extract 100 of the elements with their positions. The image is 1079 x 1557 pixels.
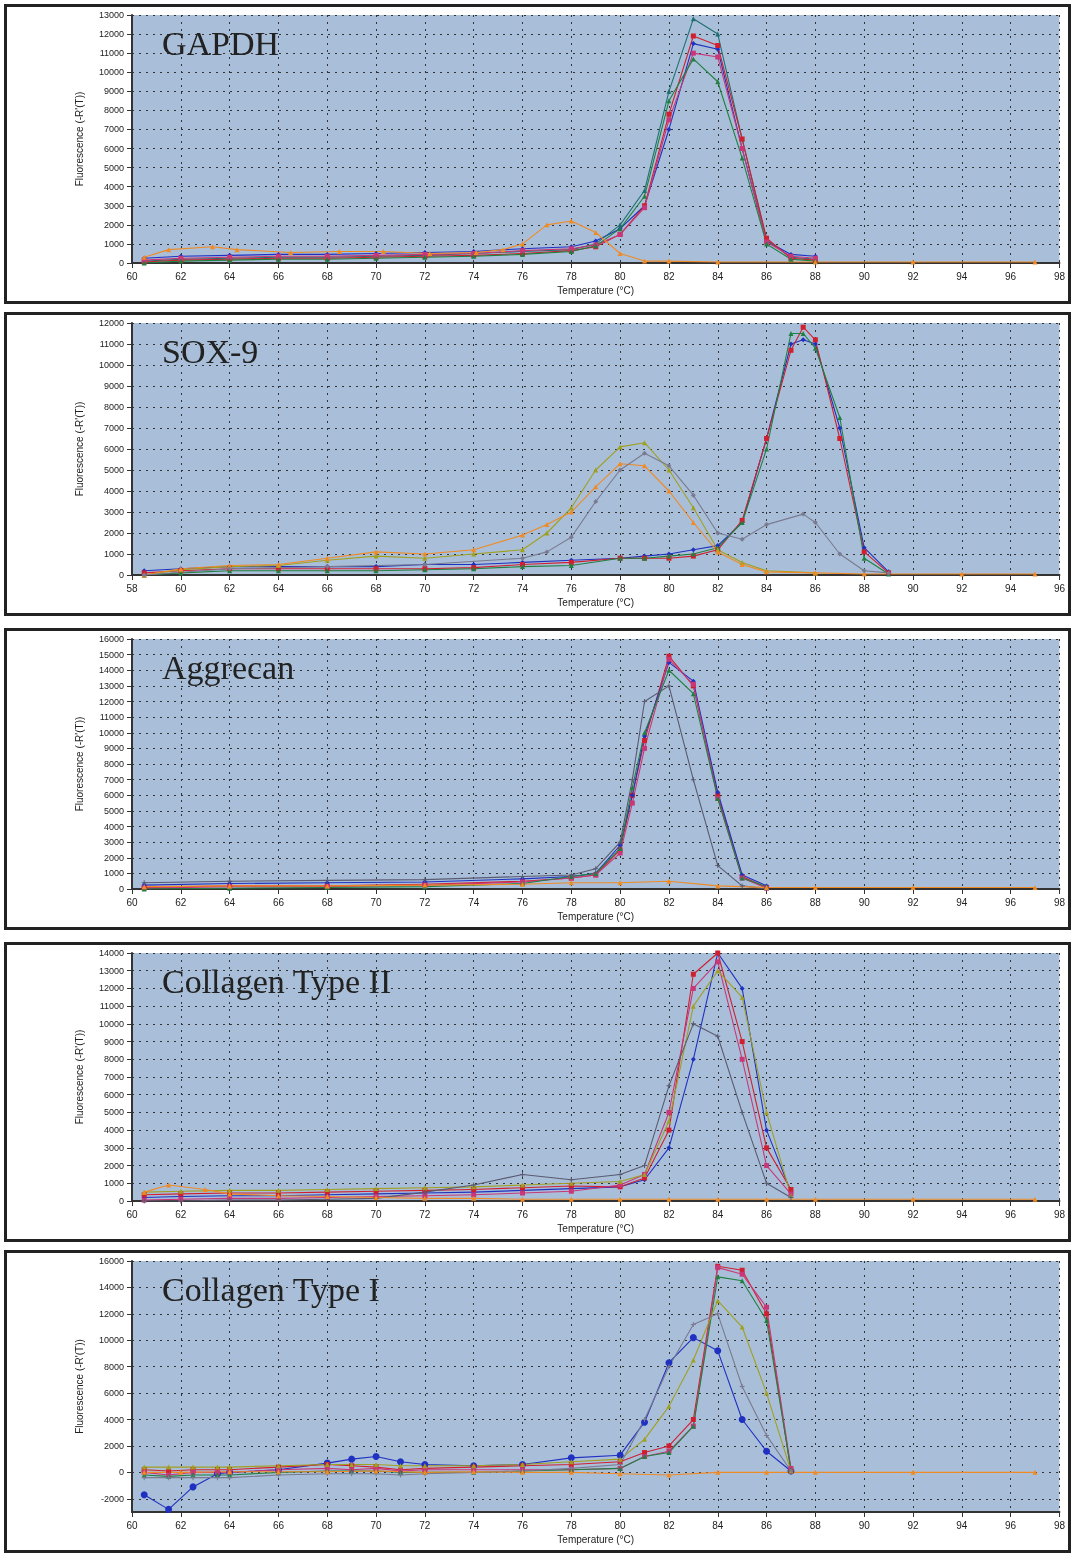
x-tick-label: 70 (370, 1208, 383, 1220)
x-tick-label: 98 (1053, 270, 1066, 282)
x-tick-label: 74 (468, 896, 480, 908)
x-tick-label: 72 (419, 896, 431, 908)
y-axis-title: Fluorescence (-R'(T)) (73, 716, 85, 812)
x-tick-label: 92 (907, 270, 919, 282)
x-tick-label: 94 (956, 896, 968, 908)
y-tick-label: 2000 (103, 1440, 124, 1451)
y-tick-label: 5000 (103, 465, 124, 475)
y-axis-title: Fluorescence (-R'(T)) (73, 1339, 85, 1434)
y-tick-label: 6000 (103, 143, 124, 154)
y-tick-label: 6000 (103, 444, 124, 454)
x-tick-label: 60 (126, 1519, 138, 1531)
y-tick-label: 11000 (99, 48, 124, 59)
y-tick-label: 2000 (103, 1160, 124, 1171)
y-axis-title: Fluorescence (-R'(T)) (73, 1029, 85, 1125)
x-tick-label: 72 (419, 1208, 431, 1220)
y-tick-label: 12000 (98, 318, 124, 328)
y-tick-label: 4000 (103, 1414, 124, 1425)
x-tick-label: 72 (468, 582, 480, 594)
y-tick-label: 8000 (103, 1054, 124, 1065)
x-tick-label: 88 (809, 896, 822, 908)
x-tick-label: 90 (858, 1208, 871, 1220)
y-tick-label: 4000 (103, 181, 124, 192)
x-tick-label: 58 (126, 582, 138, 594)
x-tick-label: 90 (907, 582, 919, 594)
x-tick-label: 62 (175, 1519, 187, 1531)
chart-title: SOX-9 (162, 332, 259, 370)
x-tick-label: 66 (272, 896, 285, 908)
y-tick-label: 12000 (98, 983, 124, 994)
x-tick-label: 92 (907, 1519, 919, 1531)
x-tick-label: 64 (224, 270, 236, 282)
x-axis-title: Temperature (°C) (557, 1223, 635, 1235)
x-tick-label: 80 (614, 1208, 627, 1220)
chart-title: Collagen Type II (162, 962, 392, 1000)
y-tick-label: 3000 (103, 837, 124, 848)
y-tick-label: 12000 (98, 1308, 124, 1319)
y-tick-label: 9000 (103, 381, 124, 391)
chart-title: GAPDH (162, 24, 280, 62)
x-tick-label: 62 (175, 1208, 187, 1220)
y-tick-label: 11000 (99, 339, 124, 349)
x-tick-label: 98 (1053, 1208, 1066, 1220)
x-tick-label: 84 (712, 896, 724, 908)
x-tick-label: 96 (1053, 582, 1066, 594)
x-tick-label: 94 (956, 270, 968, 282)
x-tick-label: 94 (1005, 582, 1017, 594)
x-tick-label: 86 (809, 582, 822, 594)
x-tick-label: 68 (370, 582, 383, 594)
y-tick-label: 12000 (98, 29, 124, 40)
x-tick-label: 74 (468, 270, 480, 282)
y-tick-label: 0 (118, 884, 124, 894)
x-tick-label: 62 (224, 582, 236, 594)
x-tick-label: 68 (321, 896, 334, 908)
x-tick-label: 60 (126, 1208, 138, 1220)
x-tick-label: 88 (858, 582, 871, 594)
y-tick-label: 3000 (103, 1142, 124, 1153)
y-tick-label: 16000 (98, 1256, 124, 1266)
x-axis-title: Temperature (°C) (557, 285, 635, 297)
x-tick-label: 64 (224, 896, 236, 908)
chart-title: Aggrecan (162, 648, 295, 686)
x-tick-label: 80 (614, 896, 627, 908)
y-tick-label: 12000 (98, 696, 124, 707)
x-tick-label: 62 (175, 270, 187, 282)
y-tick-label: 10000 (98, 360, 124, 370)
x-tick-label: 78 (565, 896, 578, 908)
y-tick-label: 10000 (98, 1018, 124, 1029)
x-tick-label: 72 (419, 270, 431, 282)
x-tick-label: 78 (565, 1519, 578, 1531)
y-tick-label: 8000 (103, 402, 124, 412)
y-tick-label: 4000 (103, 821, 124, 832)
x-tick-label: 66 (272, 1519, 285, 1531)
x-axis-title: Temperature (°C) (557, 911, 635, 923)
x-tick-label: 90 (858, 896, 871, 908)
y-tick-label: 7000 (103, 1072, 124, 1082)
y-tick-label: 0 (118, 1467, 124, 1478)
x-tick-label: 82 (663, 1519, 675, 1531)
y-tick-label: 11000 (99, 1001, 124, 1012)
x-tick-label: 70 (419, 582, 431, 594)
x-tick-label: 92 (956, 582, 968, 594)
y-tick-label: 0 (118, 570, 124, 580)
y-tick-label: 6000 (103, 790, 124, 801)
y-tick-label: 7000 (103, 774, 124, 785)
y-tick-label: 2000 (103, 528, 124, 538)
x-tick-label: 78 (565, 270, 578, 282)
x-tick-label: 82 (663, 1208, 675, 1220)
x-tick-label: 96 (1005, 1519, 1017, 1531)
x-tick-label: 96 (1005, 1208, 1017, 1220)
x-tick-label: 84 (712, 1519, 724, 1531)
x-tick-label: 76 (516, 896, 529, 908)
y-tick-label: 1000 (103, 549, 124, 559)
chart-title: Collagen Type I (162, 1270, 380, 1308)
x-tick-label: 64 (224, 1208, 236, 1220)
y-tick-label: 6000 (103, 1089, 124, 1100)
y-tick-label: 10000 (98, 67, 124, 78)
y-tick-label: 11000 (99, 712, 124, 723)
x-tick-label: 68 (321, 1208, 334, 1220)
y-tick-label: 4000 (103, 1125, 124, 1136)
x-tick-label: 78 (614, 582, 627, 594)
x-tick-label: 86 (761, 270, 773, 282)
y-tick-label: 15000 (98, 649, 124, 660)
